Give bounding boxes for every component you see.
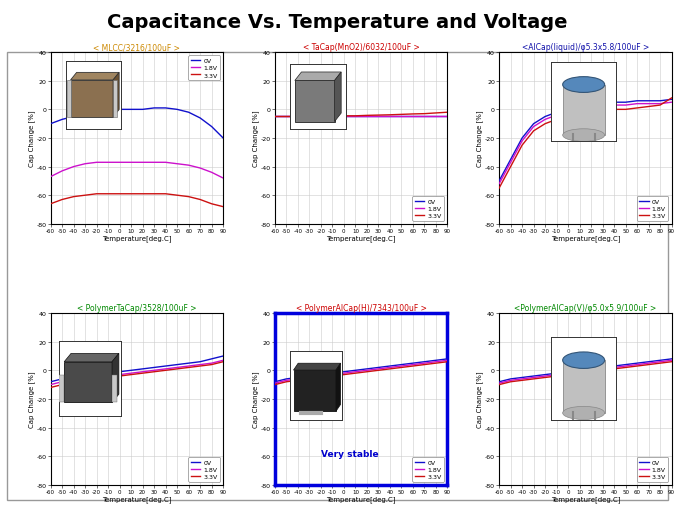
Bar: [7, 53, 668, 500]
Legend: 0V, 1.8V, 3.3V: 0V, 1.8V, 3.3V: [412, 457, 444, 482]
Text: Very stable: Very stable: [321, 449, 379, 458]
Title: < TaCap(MnO2)/6032/100uF >: < TaCap(MnO2)/6032/100uF >: [303, 43, 419, 52]
Title: <AlCap(liquid)/φ5.3x5.8/100uF >: <AlCap(liquid)/φ5.3x5.8/100uF >: [522, 43, 649, 52]
Title: < MLCC/3216/100uF >: < MLCC/3216/100uF >: [93, 43, 180, 52]
X-axis label: Temperature[deg.C]: Temperature[deg.C]: [102, 495, 171, 502]
Legend: 0V, 1.8V, 3.3V: 0V, 1.8V, 3.3V: [188, 56, 220, 81]
Y-axis label: Cap Change [%]: Cap Change [%]: [477, 371, 483, 427]
Legend: 0V, 1.8V, 3.3V: 0V, 1.8V, 3.3V: [188, 457, 220, 482]
X-axis label: Temperature[deg.C]: Temperature[deg.C]: [551, 495, 620, 502]
Title: <PolymerAlCap(V)/φ5.0x5.9/100uF >: <PolymerAlCap(V)/φ5.0x5.9/100uF >: [514, 304, 657, 313]
Y-axis label: Cap Change [%]: Cap Change [%]: [28, 371, 35, 427]
Title: < PolymerTaCap/3528/100uF >: < PolymerTaCap/3528/100uF >: [77, 304, 196, 313]
Legend: 0V, 1.8V, 3.3V: 0V, 1.8V, 3.3V: [637, 196, 668, 221]
Y-axis label: Cap Change [%]: Cap Change [%]: [252, 111, 259, 167]
Y-axis label: Cap Change [%]: Cap Change [%]: [252, 371, 259, 427]
Legend: 0V, 1.8V, 3.3V: 0V, 1.8V, 3.3V: [637, 457, 668, 482]
X-axis label: Temperature[deg.C]: Temperature[deg.C]: [551, 235, 620, 241]
X-axis label: Temperature[deg.C]: Temperature[deg.C]: [327, 235, 396, 241]
Text: Capacitance Vs. Temperature and Voltage: Capacitance Vs. Temperature and Voltage: [107, 13, 568, 32]
Y-axis label: Cap Change [%]: Cap Change [%]: [28, 111, 35, 167]
X-axis label: Temperature[deg.C]: Temperature[deg.C]: [327, 495, 396, 502]
Legend: 0V, 1.8V, 3.3V: 0V, 1.8V, 3.3V: [412, 196, 444, 221]
X-axis label: Temperature[deg.C]: Temperature[deg.C]: [102, 235, 171, 241]
Y-axis label: Cap Change [%]: Cap Change [%]: [477, 111, 483, 167]
Title: < PolymerAlCap(H)/7343/100uF >: < PolymerAlCap(H)/7343/100uF >: [296, 304, 427, 313]
